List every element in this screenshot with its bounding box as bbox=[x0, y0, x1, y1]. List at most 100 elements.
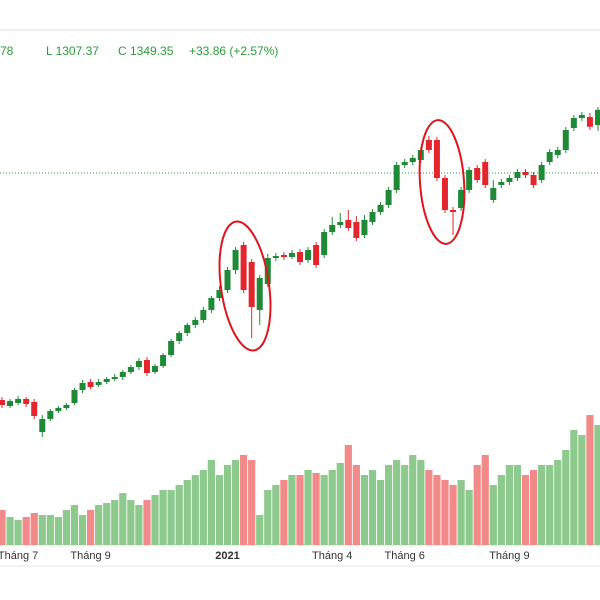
candle-body bbox=[546, 152, 553, 162]
volume-bar bbox=[368, 470, 377, 545]
candle-body bbox=[23, 399, 30, 404]
candle-body bbox=[385, 190, 392, 205]
volume-bar bbox=[360, 475, 369, 545]
candle-body bbox=[578, 115, 585, 118]
candle-body bbox=[143, 360, 150, 373]
candle-body bbox=[224, 270, 231, 290]
candle-body bbox=[538, 165, 545, 180]
volume-bar bbox=[119, 493, 127, 545]
candle-body bbox=[554, 150, 561, 155]
candle-body bbox=[305, 250, 312, 260]
candle-body bbox=[586, 117, 593, 127]
candle-body bbox=[208, 298, 215, 310]
volume-bar bbox=[288, 475, 296, 545]
volume-bar bbox=[127, 500, 135, 545]
volume-bar bbox=[344, 445, 352, 545]
legend-item: C 1349.35 bbox=[118, 44, 174, 58]
volume-bar bbox=[521, 475, 530, 545]
volume-bar bbox=[22, 517, 30, 545]
candle-body bbox=[466, 170, 473, 190]
x-tick-label: Tháng 4 bbox=[312, 550, 352, 562]
volume-bar bbox=[0, 510, 6, 545]
volume-bar bbox=[175, 485, 183, 545]
candle-body bbox=[7, 401, 14, 406]
candle-body bbox=[119, 372, 126, 377]
volume-bar bbox=[352, 465, 360, 545]
candle-body bbox=[401, 162, 408, 165]
volume-bar bbox=[457, 480, 465, 545]
volume-bar bbox=[272, 485, 280, 545]
volume-bar bbox=[409, 455, 417, 545]
volume-bar bbox=[554, 460, 562, 545]
candle-body bbox=[490, 188, 497, 200]
volume-bar bbox=[449, 485, 457, 545]
volume-bar bbox=[473, 465, 481, 545]
volume-bar bbox=[78, 515, 87, 545]
volume-bar bbox=[586, 415, 594, 545]
candle-body bbox=[168, 341, 175, 355]
x-tick-label: Tháng 9 bbox=[70, 550, 110, 562]
volume-bar bbox=[529, 470, 538, 545]
candle-body bbox=[95, 382, 102, 385]
volume-bar bbox=[465, 490, 473, 545]
volume-bar bbox=[578, 435, 586, 545]
volume-bar bbox=[312, 473, 320, 545]
candle-body bbox=[506, 178, 513, 182]
volume-bar bbox=[240, 455, 248, 545]
volume-bar bbox=[393, 460, 401, 545]
volume-bar bbox=[30, 513, 38, 545]
volume-bar bbox=[159, 490, 167, 545]
volume-bar bbox=[417, 460, 425, 545]
candle-body bbox=[31, 402, 38, 416]
volume-bar bbox=[151, 495, 159, 545]
candle-body bbox=[47, 411, 54, 419]
volume-bar bbox=[95, 505, 103, 545]
candle-body bbox=[232, 250, 239, 270]
legend-item: L 1307.37 bbox=[46, 44, 99, 58]
annotation-circle bbox=[218, 220, 272, 352]
candle-body bbox=[570, 118, 577, 128]
volume-bar bbox=[376, 480, 385, 545]
candle-body bbox=[297, 252, 303, 262]
candle-body bbox=[272, 256, 279, 258]
volume-bar bbox=[304, 470, 312, 545]
volume-bar bbox=[425, 470, 433, 545]
volume-bar bbox=[167, 490, 175, 545]
candle-body bbox=[474, 168, 481, 180]
candle-body bbox=[321, 232, 328, 255]
candle-body bbox=[337, 222, 344, 225]
volume-bar bbox=[336, 463, 344, 545]
volume-bar bbox=[505, 465, 514, 545]
candle-body bbox=[514, 172, 521, 178]
candle-body bbox=[240, 245, 247, 290]
legend-item: 78 bbox=[0, 44, 14, 58]
candle-body bbox=[71, 390, 78, 403]
volume-bar bbox=[207, 460, 216, 545]
candle-body bbox=[409, 158, 416, 162]
candle-body bbox=[522, 172, 529, 175]
x-tick-label: 2021 bbox=[215, 550, 239, 562]
candle-body bbox=[595, 109, 600, 125]
candle-body bbox=[152, 366, 159, 372]
volume-bar bbox=[183, 480, 191, 545]
volume-bar bbox=[296, 475, 304, 545]
candle-body bbox=[216, 290, 223, 298]
candle-body bbox=[39, 419, 46, 432]
candle-body bbox=[55, 408, 62, 411]
candle-body bbox=[498, 182, 505, 185]
volume-bar bbox=[441, 480, 449, 545]
annotation-circle bbox=[418, 119, 466, 245]
candle-body bbox=[562, 130, 569, 150]
candle-body bbox=[353, 222, 360, 238]
volume-bar bbox=[38, 515, 46, 545]
candle-body bbox=[176, 333, 183, 341]
volume-bar bbox=[6, 517, 14, 545]
ohlc-legend: 78 L 1307.37 C 1349.35 +33.86 (+2.57%) bbox=[0, 44, 278, 58]
volume-bar bbox=[433, 475, 441, 545]
candle-body bbox=[0, 400, 5, 405]
candle-body bbox=[288, 253, 295, 257]
volume-bar bbox=[70, 505, 79, 545]
candle-body bbox=[63, 405, 70, 408]
